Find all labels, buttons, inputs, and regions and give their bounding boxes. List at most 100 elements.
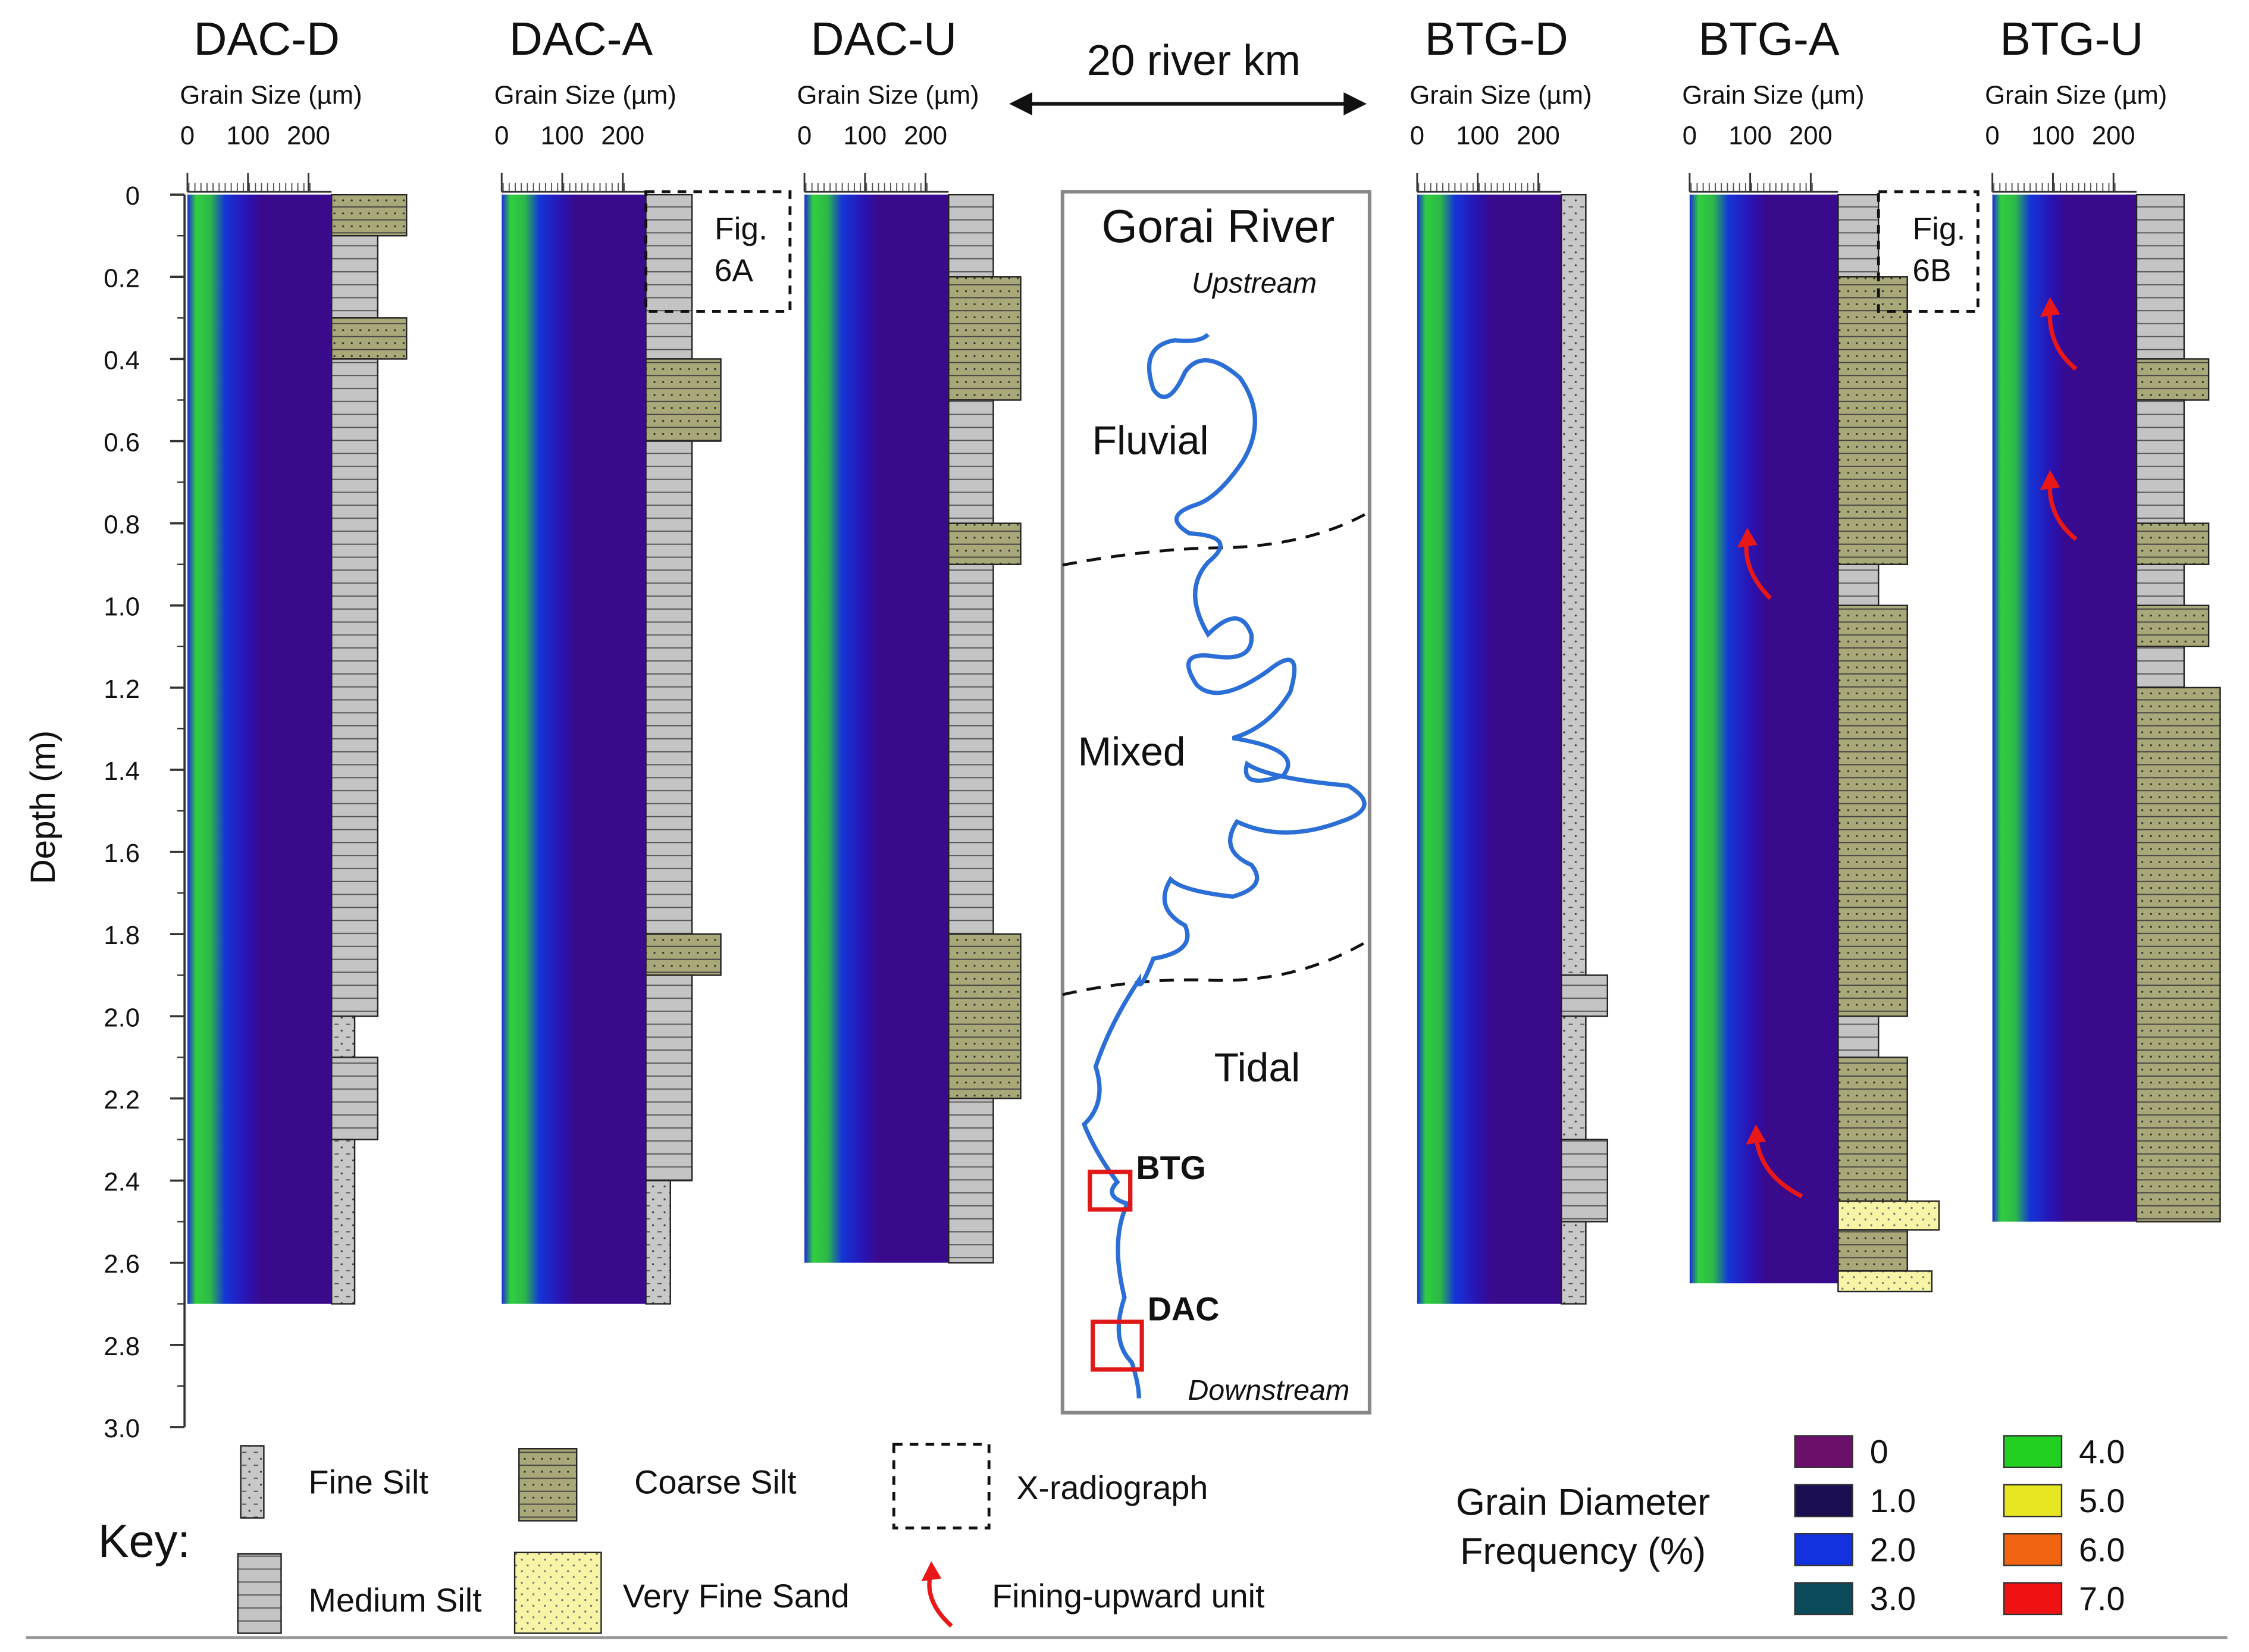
depth-tick-label: 1.6 [104, 839, 140, 868]
legend-swatch [1794, 1435, 1853, 1468]
fining-arrowheads [1737, 297, 2060, 1145]
legend-title: Frequency (%) [1460, 1531, 1706, 1572]
depth-tick-label: 2.2 [104, 1086, 140, 1114]
legend: 0 1.0 2.0 3.0 4.0 5.0 6.0 7.0 [1794, 1434, 2125, 1617]
core: BTG-U Grain Size (µm) 0 100 200 [1985, 14, 2221, 1222]
key-swatch-xradiograph [892, 1443, 991, 1529]
lithology-unit [1837, 563, 1880, 606]
depth-tick-label: 0.6 [104, 428, 140, 457]
zone-boundary [1062, 938, 1371, 996]
heatmap [1417, 195, 1562, 1304]
lithology-unit [1837, 276, 1908, 565]
depth-tick-label: 1.8 [104, 921, 140, 950]
lithology-unit [948, 1098, 994, 1264]
core-tick-label: 0 [494, 121, 509, 150]
lithology-unit [1837, 1015, 1880, 1058]
lithology-unit [1837, 1270, 1933, 1293]
heatmap [187, 195, 332, 1304]
arrowhead [1746, 1124, 1766, 1145]
lithology-unit [2135, 645, 2185, 689]
depth-tick-label: 3.0 [104, 1415, 140, 1443]
core-tick-label: 100 [541, 121, 584, 150]
depth-ticks: 0 0.2 0.4 0.6 0.8 1.0 1.2 1.4 1.6 1.8 2.0 2.2 2.4 2.6… [104, 182, 185, 1443]
core-axis-label: Grain Size (µm) [180, 81, 362, 110]
legend-label: 5.0 [2079, 1482, 2125, 1519]
lithology-unit [2135, 358, 2210, 401]
core-tick-label: 200 [1517, 121, 1560, 150]
lithology-unit [331, 235, 379, 319]
depth-tick-label: 1.2 [104, 675, 140, 704]
core-tick-label: 0 [1683, 121, 1697, 150]
scale-label: 20 river km [1087, 36, 1301, 84]
legend-label: 7.0 [2079, 1581, 2125, 1617]
core-tick-label: 100 [1456, 121, 1499, 150]
lithology-unit [2135, 193, 2185, 360]
arrowhead [2040, 297, 2060, 318]
depth-tick-label: 2.4 [104, 1168, 140, 1197]
lithology-unit [948, 933, 1022, 1099]
core: DAC-A Grain Size (µm) 0 100 200 [494, 14, 722, 1305]
lithology-unit [645, 1180, 671, 1305]
fig-ref-text: 6A [715, 253, 754, 289]
lithology-unit [645, 440, 693, 935]
lithology-unit [1560, 1015, 1587, 1140]
core: BTG-D Grain Size (µm) 0 100 200 [1409, 14, 1608, 1305]
core-tick-label: 100 [1728, 121, 1772, 150]
key-swatch-coarse-silt [518, 1448, 578, 1522]
core-tick-label: 200 [2092, 121, 2135, 150]
core-axis-label: Grain Size (µm) [494, 81, 676, 110]
core-title: BTG-A [1699, 14, 1840, 65]
legend-swatch [2003, 1435, 2063, 1468]
fig-ref-box [1877, 190, 1979, 313]
lithology-unit [1837, 1229, 1908, 1272]
core-title: DAC-D [194, 14, 340, 65]
lithology-unit [331, 1057, 379, 1140]
legend-label: 2.0 [1870, 1531, 1916, 1568]
core-tick-label: 0 [1985, 121, 2000, 150]
legend-label: 3.0 [1870, 1581, 1916, 1617]
key-item: Very Fine Sand [623, 1578, 850, 1615]
map-upstream: Upstream [1192, 267, 1317, 299]
lithology-unit [331, 193, 408, 237]
lithology-unit [645, 358, 722, 442]
lithology-unit [1560, 193, 1587, 976]
legend-swatch [1794, 1484, 1853, 1518]
map-zone: Mixed [1078, 730, 1186, 775]
core-tick-label: 0 [797, 121, 812, 150]
depth-tick-label: 2.0 [104, 1004, 140, 1032]
fig-ref-text: 6B [1912, 253, 1951, 289]
core-tick-label: 200 [904, 121, 947, 150]
lithology-unit [948, 563, 994, 935]
lithology-unit [1837, 193, 1880, 278]
depth-tick-label: 0.2 [104, 264, 140, 293]
map-downstream: Downstream [1188, 1374, 1349, 1406]
core-axis-label: Grain Size (µm) [1682, 81, 1864, 110]
legend-label: 4.0 [2079, 1434, 2125, 1471]
core-axis-label: Grain Size (µm) [1985, 81, 2167, 110]
core-tick-label: 0 [180, 121, 195, 150]
depth-tick-label: 1.0 [104, 593, 140, 622]
arrowhead [2040, 470, 2060, 490]
legend-label: 1.0 [1870, 1482, 1916, 1519]
key-item: X-radiograph [1016, 1469, 1208, 1506]
core-tick-label: 200 [287, 121, 330, 150]
legend-swatch [1794, 1533, 1853, 1566]
lithology-unit [2135, 686, 2221, 1222]
lithology-unit [645, 193, 693, 360]
key-item: Coarse Silt [634, 1463, 797, 1500]
key-item: Fining-upward unit [992, 1578, 1265, 1615]
core-axis-label: Grain Size (µm) [1409, 81, 1592, 110]
lithology-unit [948, 193, 994, 278]
lithology-unit [948, 399, 994, 524]
depth-tick-label: 2.6 [104, 1250, 140, 1279]
fig-ref-text: Fig. [1913, 211, 1966, 246]
legend-swatch [2003, 1484, 2063, 1518]
map-title: Gorai River [1102, 201, 1335, 252]
core-tick-label: 100 [226, 121, 270, 150]
lithology-unit [645, 933, 722, 976]
legend-title: Grain Diameter [1456, 1482, 1710, 1524]
core-title: DAC-U [811, 14, 957, 65]
key-swatch-medium-silt [237, 1553, 282, 1634]
core-tick-label: 0 [1410, 121, 1424, 150]
